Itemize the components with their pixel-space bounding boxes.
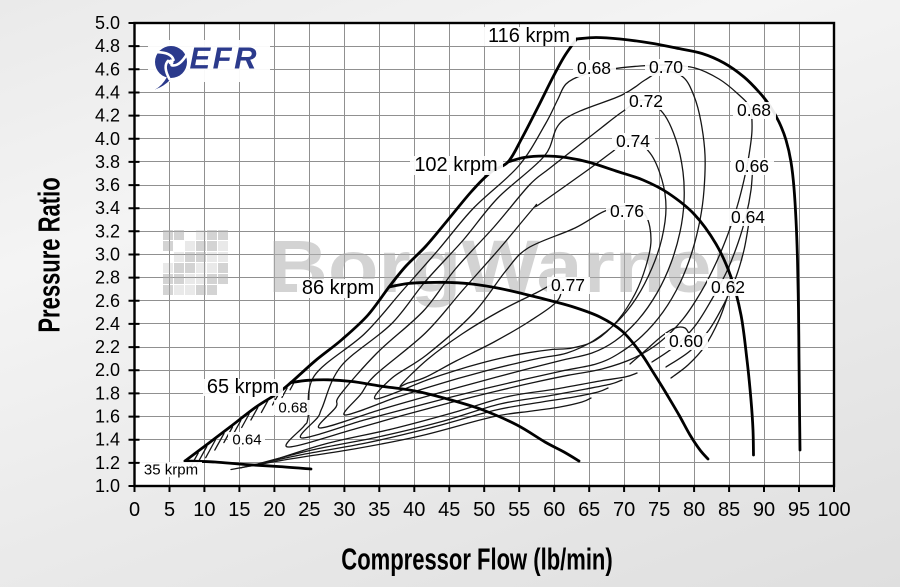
svg-text:45: 45: [438, 499, 460, 521]
svg-text:2.2: 2.2: [95, 337, 120, 357]
svg-text:35: 35: [368, 499, 390, 521]
svg-text:65 krpm: 65 krpm: [207, 376, 279, 398]
svg-text:5: 5: [164, 499, 175, 521]
svg-text:1.0: 1.0: [95, 476, 120, 496]
svg-text:3.8: 3.8: [95, 152, 120, 172]
svg-text:86 krpm: 86 krpm: [302, 277, 374, 299]
svg-text:25: 25: [298, 499, 320, 521]
svg-text:4.6: 4.6: [95, 59, 120, 79]
svg-text:95: 95: [788, 499, 810, 521]
svg-text:60: 60: [543, 499, 565, 521]
svg-text:4.0: 4.0: [95, 129, 120, 149]
svg-text:2.8: 2.8: [95, 268, 120, 288]
svg-text:Pressure Ratio: Pressure Ratio: [32, 177, 67, 332]
svg-text:10: 10: [193, 499, 215, 521]
svg-text:0.76: 0.76: [610, 201, 644, 221]
svg-text:35 krpm: 35 krpm: [144, 462, 198, 479]
svg-text:116 krpm: 116 krpm: [488, 25, 570, 47]
svg-text:0.68: 0.68: [737, 100, 771, 120]
svg-text:90: 90: [753, 499, 775, 521]
svg-text:3.6: 3.6: [95, 175, 120, 195]
svg-text:2.0: 2.0: [95, 360, 120, 380]
svg-text:3.2: 3.2: [95, 221, 120, 241]
svg-text:40: 40: [403, 499, 425, 521]
svg-text:1.2: 1.2: [95, 453, 120, 473]
svg-text:1.6: 1.6: [95, 407, 120, 427]
svg-text:0.77: 0.77: [551, 275, 585, 295]
svg-text:3.0: 3.0: [95, 245, 120, 265]
svg-text:0.64: 0.64: [731, 207, 765, 227]
svg-text:0: 0: [129, 499, 140, 521]
svg-text:0.70: 0.70: [649, 57, 683, 77]
svg-text:70: 70: [613, 499, 635, 521]
svg-text:85: 85: [718, 499, 740, 521]
svg-text:100: 100: [817, 499, 850, 521]
svg-text:30: 30: [333, 499, 355, 521]
svg-text:20: 20: [263, 499, 285, 521]
svg-text:3.4: 3.4: [95, 198, 120, 218]
svg-text:0.68: 0.68: [278, 400, 307, 417]
svg-text:2.4: 2.4: [95, 314, 120, 334]
svg-text:2.6: 2.6: [95, 291, 120, 311]
svg-text:1.4: 1.4: [95, 430, 120, 450]
svg-text:65: 65: [578, 499, 600, 521]
svg-text:55: 55: [508, 499, 530, 521]
svg-text:1.8: 1.8: [95, 383, 120, 403]
svg-text:0.62: 0.62: [711, 277, 745, 297]
svg-text:0.64: 0.64: [232, 432, 261, 449]
svg-text:50: 50: [473, 499, 495, 521]
svg-text:EFR: EFR: [190, 41, 260, 76]
svg-text:80: 80: [683, 499, 705, 521]
svg-text:75: 75: [648, 499, 670, 521]
svg-text:0.60: 0.60: [669, 331, 703, 351]
svg-text:4.2: 4.2: [95, 106, 120, 126]
svg-text:5.0: 5.0: [95, 13, 120, 33]
svg-text:102 krpm: 102 krpm: [414, 154, 497, 176]
svg-text:15: 15: [228, 499, 250, 521]
svg-text:0.66: 0.66: [735, 156, 769, 176]
svg-text:Compressor Flow (lb/min): Compressor Flow (lb/min): [341, 542, 612, 577]
svg-text:4.4: 4.4: [95, 82, 120, 102]
svg-text:0.68: 0.68: [577, 58, 611, 78]
svg-text:4.8: 4.8: [95, 36, 120, 56]
svg-text:0.74: 0.74: [616, 131, 650, 151]
svg-text:0.72: 0.72: [629, 91, 663, 111]
